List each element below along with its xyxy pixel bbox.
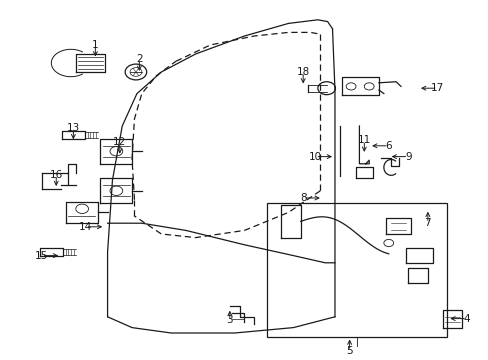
Text: 1: 1	[92, 40, 99, 50]
Text: 12: 12	[113, 137, 126, 147]
Text: 14: 14	[79, 222, 92, 232]
Text: 15: 15	[35, 251, 48, 261]
Text: 18: 18	[296, 67, 309, 77]
Text: 10: 10	[308, 152, 321, 162]
Text: 3: 3	[226, 315, 233, 325]
Text: 13: 13	[66, 123, 80, 133]
Bar	[266, 203, 447, 337]
Text: 8: 8	[299, 193, 306, 203]
Text: 6: 6	[385, 141, 391, 151]
Text: 17: 17	[430, 83, 444, 93]
Text: 7: 7	[424, 218, 430, 228]
Text: 4: 4	[463, 314, 469, 324]
Text: 5: 5	[346, 346, 352, 356]
Text: 2: 2	[136, 54, 142, 64]
Text: 9: 9	[404, 152, 411, 162]
Text: 16: 16	[49, 170, 63, 180]
Text: 11: 11	[357, 135, 370, 145]
